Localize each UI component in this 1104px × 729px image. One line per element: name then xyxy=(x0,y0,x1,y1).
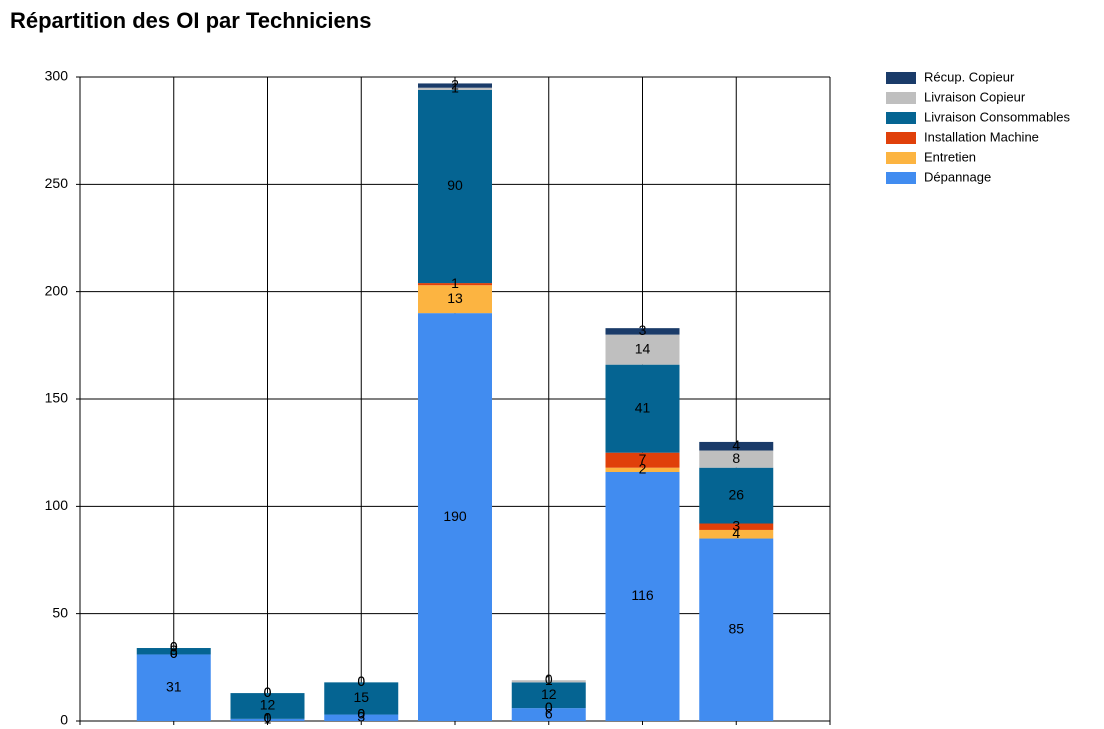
data-label: 116 xyxy=(631,587,654,603)
data-label: 3 xyxy=(639,322,647,338)
bar-segment xyxy=(699,523,774,530)
legend-label: Récup. Copieur xyxy=(924,69,1015,84)
data-label: 3 xyxy=(170,642,178,658)
y-tick-label: 200 xyxy=(45,282,69,298)
data-label: 1 xyxy=(451,275,459,291)
data-label: 0 xyxy=(264,684,272,700)
bar-segment xyxy=(418,313,492,721)
data-label: 0 xyxy=(545,699,553,715)
data-label: 13 xyxy=(447,290,463,306)
data-label: 4 xyxy=(732,525,740,541)
bar-segment xyxy=(605,467,680,472)
bar-segment xyxy=(605,471,680,721)
bar-segment xyxy=(136,648,211,655)
bar-segment xyxy=(699,441,774,451)
data-label: 0 xyxy=(545,671,553,687)
bar-segment xyxy=(230,693,305,719)
bar-segment xyxy=(699,529,774,539)
bar-segment xyxy=(511,682,586,709)
bar-segment xyxy=(418,283,492,286)
legend-label: Livraison Consommables xyxy=(924,109,1070,124)
legend-label: Entretien xyxy=(924,149,976,164)
legend-swatch xyxy=(886,152,916,164)
legend-label: Livraison Copieur xyxy=(924,89,1026,104)
data-label: 0 xyxy=(170,639,178,655)
data-label: 12 xyxy=(541,686,557,702)
data-label: 85 xyxy=(728,620,744,636)
data-label: 14 xyxy=(635,340,651,356)
bar-segment xyxy=(324,682,399,715)
bar-segment xyxy=(418,285,492,314)
legend-label: Dépannage xyxy=(924,169,991,184)
data-label: 6 xyxy=(545,705,553,721)
y-tick-label: 250 xyxy=(45,175,69,191)
data-label: 41 xyxy=(635,399,651,415)
data-label: 190 xyxy=(443,508,467,524)
data-label: 26 xyxy=(728,486,744,502)
data-label: 1 xyxy=(545,672,553,688)
bar-segment xyxy=(418,83,492,88)
bar-segment xyxy=(699,538,774,721)
y-tick-label: 100 xyxy=(45,497,69,513)
legend-swatch xyxy=(886,72,916,84)
bar-segment xyxy=(324,714,399,721)
data-label: 4 xyxy=(732,437,740,453)
bar-segment xyxy=(511,680,586,683)
data-label: 0 xyxy=(357,673,365,689)
data-label: 0 xyxy=(357,705,365,721)
data-label: 1 xyxy=(451,80,459,96)
data-label: 2 xyxy=(639,461,647,477)
legend-swatch xyxy=(886,132,916,144)
bar-segment xyxy=(699,450,774,468)
y-tick-label: 0 xyxy=(60,712,68,728)
legend-label: Installation Machine xyxy=(924,129,1039,144)
data-label: 0 xyxy=(264,710,272,726)
bar-segment xyxy=(605,334,680,365)
y-tick-label: 300 xyxy=(45,68,69,84)
bar-segment xyxy=(418,87,492,90)
data-label: 0 xyxy=(170,645,178,661)
y-tick-label: 150 xyxy=(45,390,69,406)
legend-swatch xyxy=(886,112,916,124)
data-label: 31 xyxy=(166,678,182,694)
data-label: 12 xyxy=(260,697,276,713)
bar-segment xyxy=(136,654,211,721)
data-label: 0 xyxy=(357,705,365,721)
y-tick-label: 50 xyxy=(52,604,68,620)
bar-segment xyxy=(511,708,586,721)
data-label: 3 xyxy=(732,517,740,533)
data-label: 0 xyxy=(357,673,365,689)
bar-segment xyxy=(605,328,680,335)
chart-title: Répartition des OI par Techniciens xyxy=(10,8,371,33)
data-label: 8 xyxy=(732,450,740,466)
data-label: 0 xyxy=(264,710,272,726)
bar-segment xyxy=(418,89,492,284)
data-label: 0 xyxy=(545,699,553,715)
bar-segment xyxy=(230,718,305,721)
data-label: 2 xyxy=(451,76,459,92)
legend-swatch xyxy=(886,172,916,184)
data-label: 1 xyxy=(264,711,272,727)
data-label: 0 xyxy=(264,684,272,700)
data-label: 15 xyxy=(353,689,369,705)
data-label: 90 xyxy=(447,177,463,193)
data-label: 3 xyxy=(357,708,365,724)
data-label: 7 xyxy=(639,451,647,467)
legend-swatch xyxy=(886,92,916,104)
data-label: 0 xyxy=(170,639,178,655)
bar-segment xyxy=(605,364,680,453)
bar-segment xyxy=(699,467,774,524)
data-label: 0 xyxy=(170,645,178,661)
bar-segment xyxy=(605,452,680,468)
